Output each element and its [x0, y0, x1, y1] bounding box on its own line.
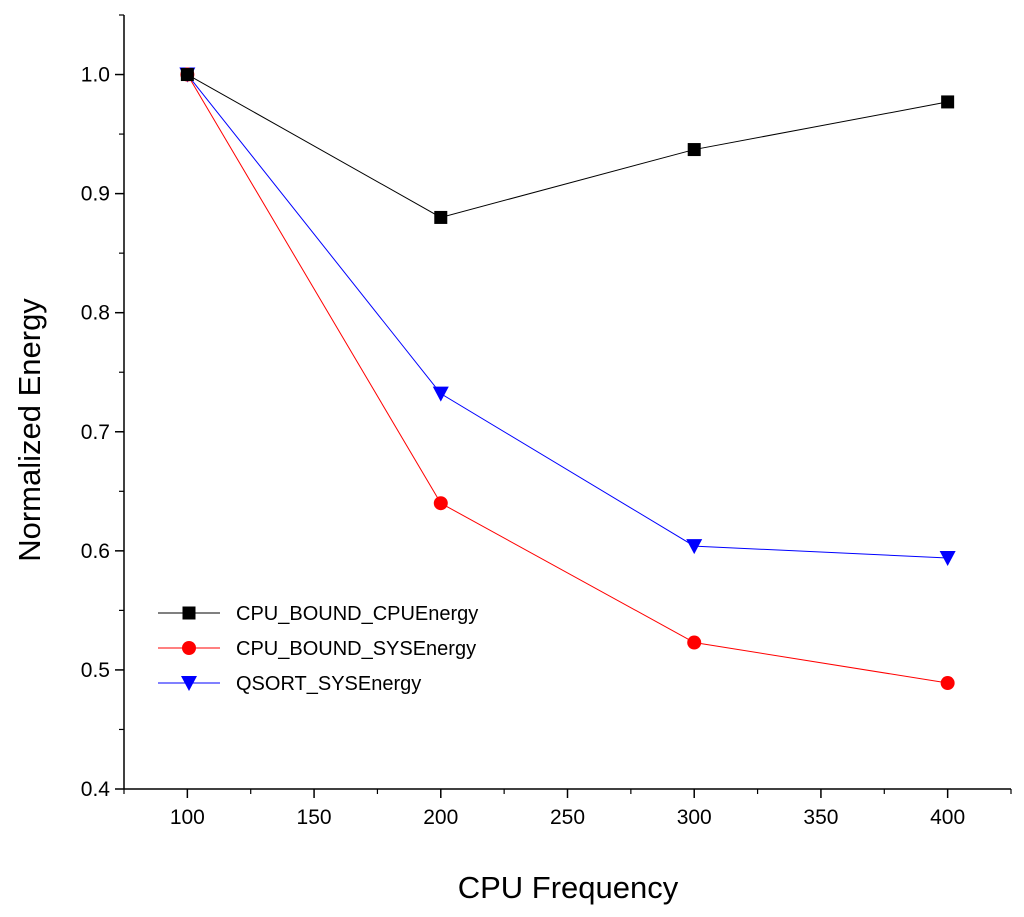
data-point	[434, 210, 448, 224]
legend: CPU_BOUND_CPUEnergy CPU_BOUND_SYSEnergy QS…	[158, 603, 478, 695]
series-QSORT_SYSEnergy	[179, 67, 956, 566]
legend-marker	[182, 641, 196, 655]
data-point	[687, 635, 702, 650]
y-tick-label: 0.4	[81, 778, 111, 801]
y-axis-ticks: 0.4 0.5 0.6 0.7 0.8 0.9 1.0	[81, 14, 124, 801]
legend-marker	[181, 676, 197, 691]
x-tick-label: 200	[423, 806, 458, 829]
y-tick-label: 0.6	[81, 540, 110, 563]
x-axis-ticks: 100 150 200 250 300 350 400	[123, 789, 1012, 829]
legend-item: QSORT_SYSEnergy	[158, 673, 421, 695]
series-line	[186, 74, 948, 684]
data-point	[433, 496, 448, 511]
x-tick-label: 250	[550, 806, 585, 829]
x-tick-label: 100	[170, 806, 205, 829]
data-point	[941, 95, 955, 109]
x-axis-title: CPU Frequency	[458, 870, 679, 905]
x-tick-label: 300	[677, 806, 712, 829]
x-tick-label: 150	[297, 806, 332, 829]
legend-label: QSORT_SYSEnergy	[236, 673, 421, 695]
y-tick-label: 0.8	[81, 302, 110, 325]
series-CPU_BOUND_CPUEnergy	[180, 68, 955, 224]
y-axis-title: Normalized Energy	[12, 298, 47, 562]
x-tick-label: 400	[930, 806, 965, 829]
y-tick-label: 0.9	[81, 183, 110, 206]
y-tick-label: 0.5	[81, 659, 110, 682]
series-line	[187, 74, 948, 218]
legend-item: CPU_BOUND_SYSEnergy	[158, 638, 476, 660]
data-point	[180, 68, 194, 82]
data-point	[939, 550, 956, 566]
data-point	[686, 539, 703, 555]
data-point	[687, 143, 701, 157]
legend-item: CPU_BOUND_CPUEnergy	[158, 603, 478, 625]
y-tick-label: 1.0	[81, 64, 110, 87]
data-point	[940, 676, 955, 691]
data-point	[432, 386, 449, 402]
y-tick-label: 0.7	[81, 421, 110, 444]
legend-marker	[182, 606, 196, 620]
x-tick-label: 350	[803, 806, 838, 829]
series-CPU_BOUND_SYSEnergy	[180, 67, 955, 691]
legend-label: CPU_BOUND_SYSEnergy	[236, 638, 476, 660]
legend-label: CPU_BOUND_CPUEnergy	[236, 603, 478, 625]
series-line	[186, 74, 948, 559]
series-group	[179, 67, 956, 691]
